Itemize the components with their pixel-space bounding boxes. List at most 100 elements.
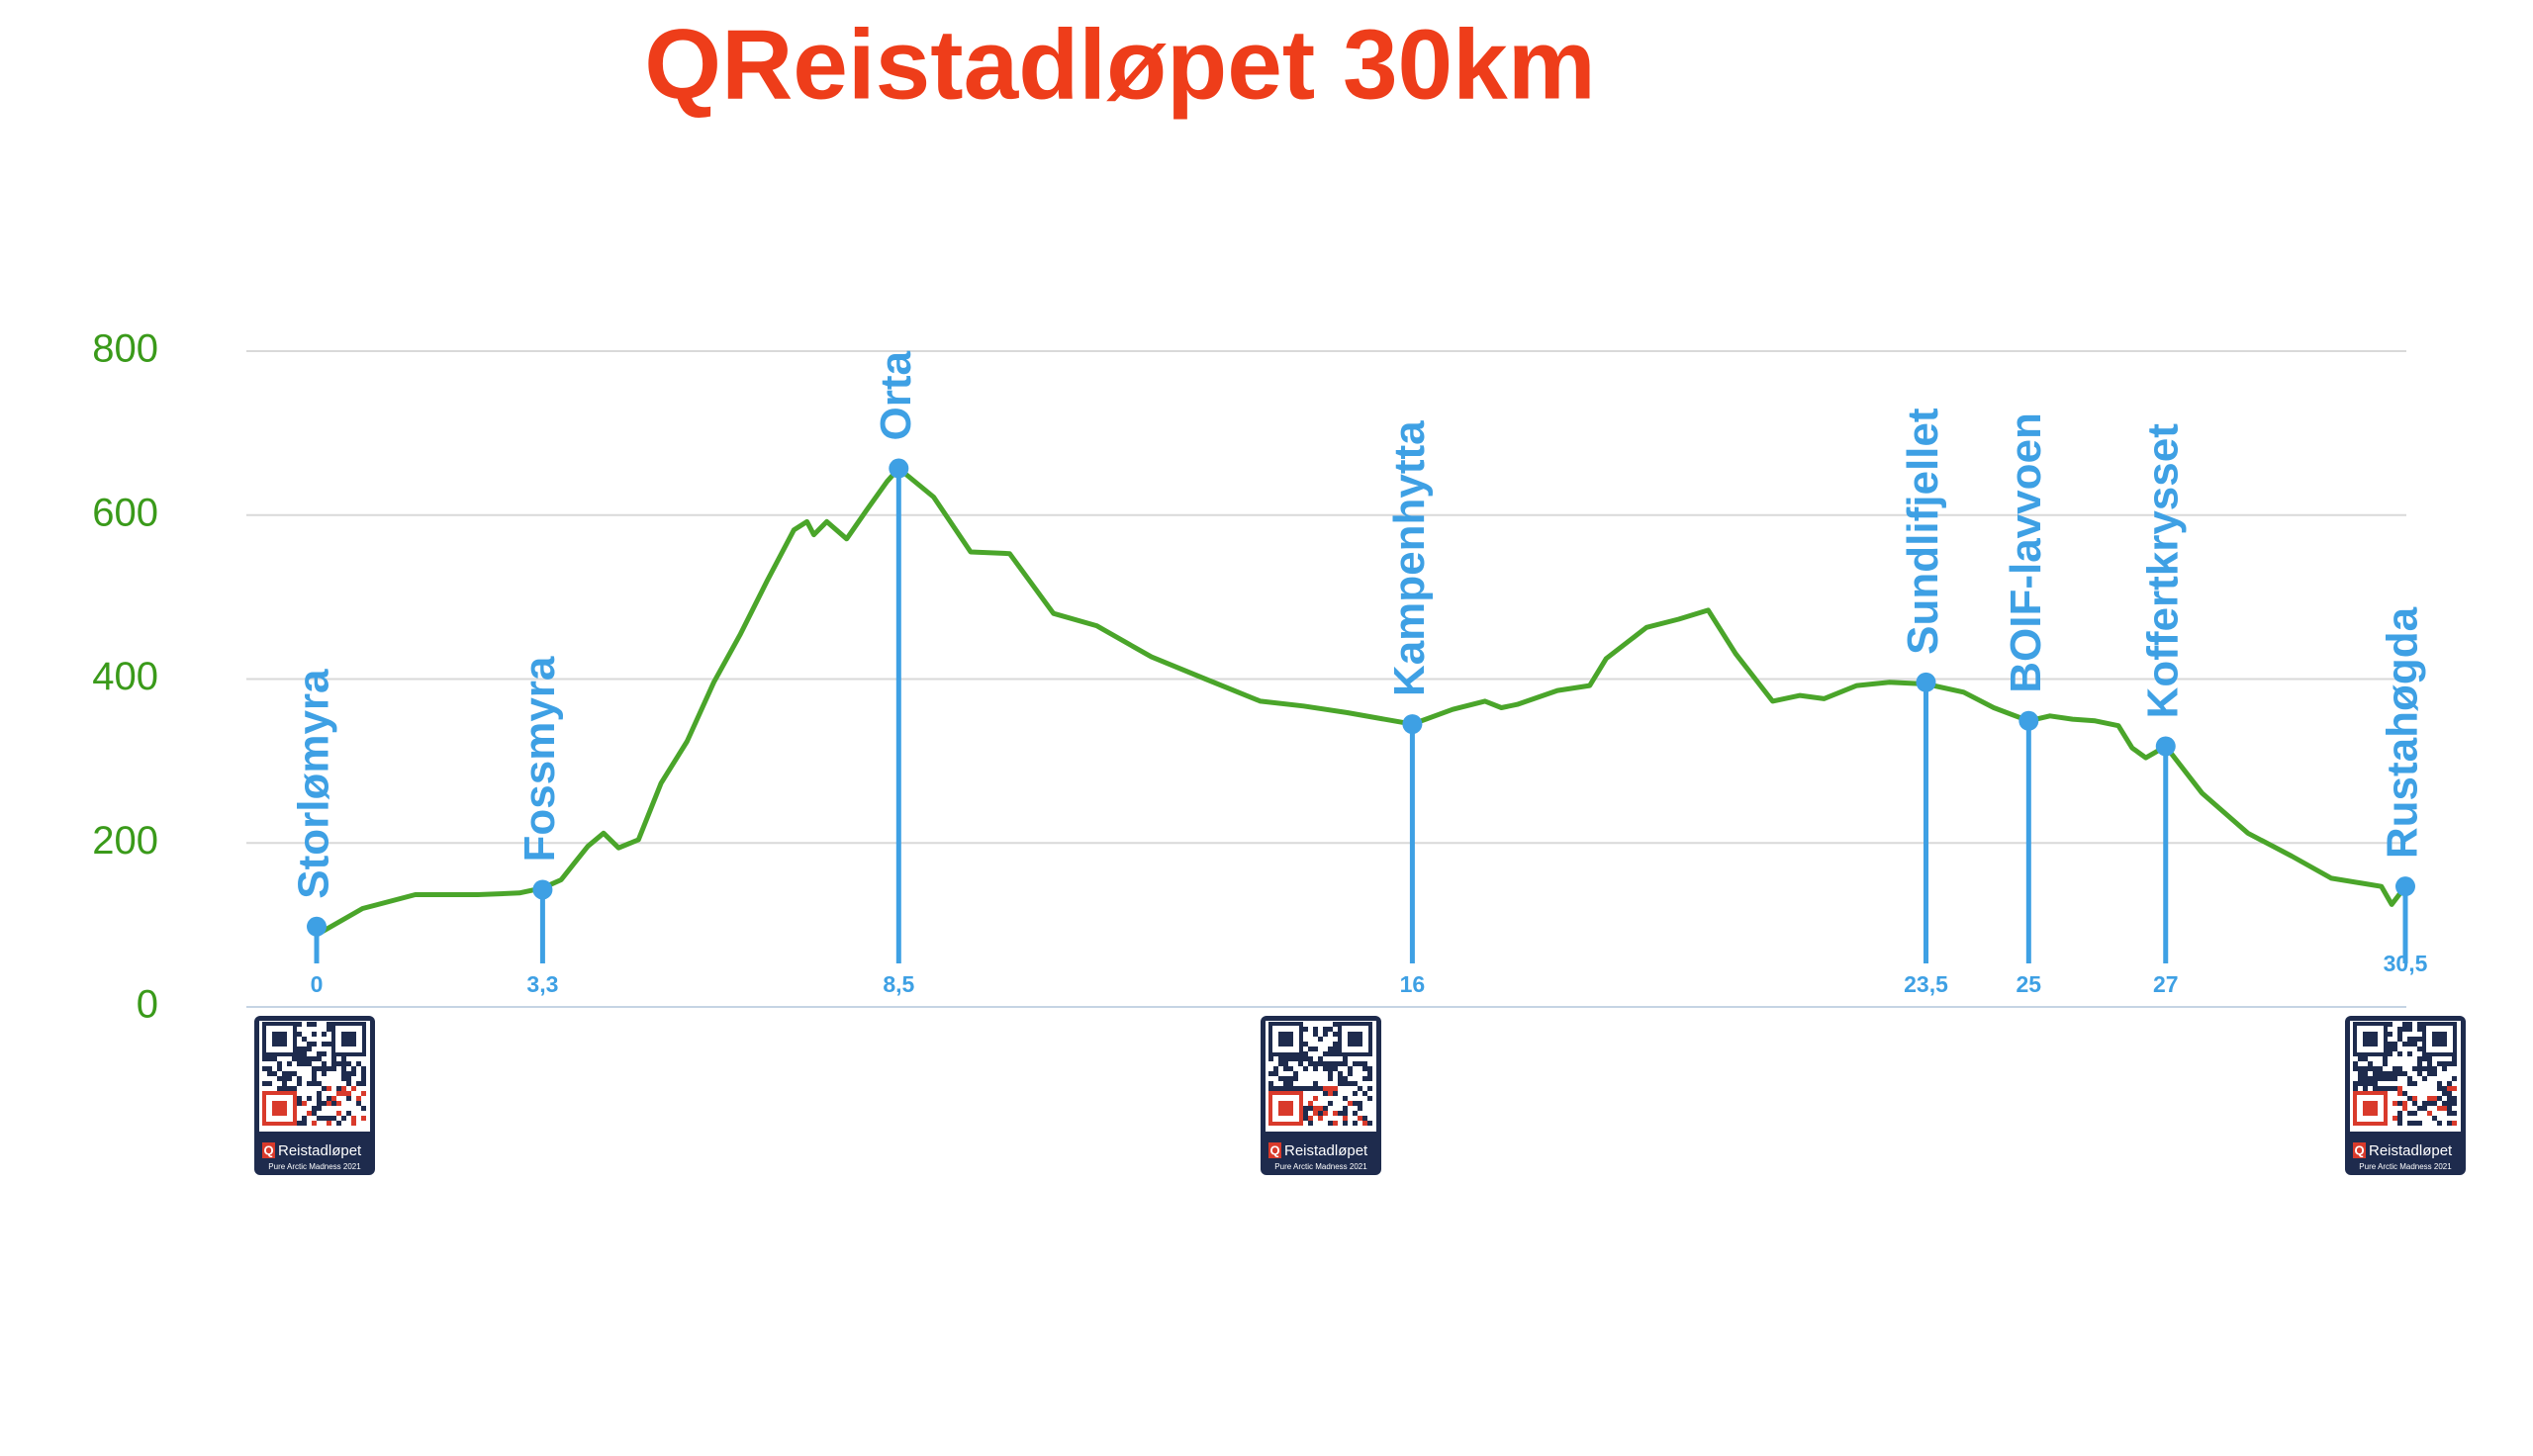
qr-module bbox=[267, 1081, 272, 1086]
qr-module bbox=[2452, 1086, 2457, 1091]
qr-module bbox=[356, 1061, 361, 1066]
qr-module bbox=[346, 1076, 351, 1081]
qr-module bbox=[287, 1071, 292, 1076]
qr-module bbox=[2353, 1061, 2358, 1066]
qr-module bbox=[2358, 1076, 2363, 1081]
qr-module bbox=[2397, 1066, 2402, 1071]
qr-module bbox=[1343, 1081, 1348, 1086]
qr-module bbox=[2358, 1056, 2363, 1061]
qr-finder-core bbox=[1278, 1101, 1293, 1116]
qr-module bbox=[2383, 1071, 2388, 1076]
qr-module bbox=[1273, 1066, 1278, 1071]
qr-module bbox=[1348, 1081, 1353, 1086]
qr-module bbox=[1367, 1066, 1372, 1071]
qr-module bbox=[1328, 1071, 1333, 1076]
qr-module bbox=[1362, 1091, 1367, 1096]
y-tick-label: 0 bbox=[137, 983, 158, 1027]
qr-module bbox=[2378, 1086, 2383, 1091]
qr-module bbox=[331, 1096, 336, 1101]
qr-module bbox=[1323, 1111, 1328, 1116]
qr-module bbox=[2392, 1086, 2397, 1091]
qr-module bbox=[312, 1022, 317, 1027]
qr-module bbox=[2373, 1081, 2378, 1086]
qr-module bbox=[2442, 1086, 2447, 1091]
qr-module bbox=[2378, 1066, 2383, 1071]
qr-module bbox=[322, 1051, 327, 1056]
qr-module bbox=[1333, 1086, 1338, 1091]
qr-module bbox=[341, 1066, 346, 1071]
qr-finder-core bbox=[2432, 1032, 2447, 1046]
qr-module bbox=[2432, 1066, 2437, 1071]
qr-module bbox=[1353, 1081, 1358, 1086]
qr-module bbox=[1338, 1111, 1343, 1116]
qr-module bbox=[1333, 1042, 1338, 1046]
qr-module bbox=[302, 1101, 307, 1106]
qr-module bbox=[1293, 1056, 1298, 1061]
qr-module bbox=[2353, 1081, 2358, 1086]
qr-module bbox=[2392, 1101, 2397, 1106]
badge-title: Reistadløpet bbox=[278, 1142, 362, 1159]
qr-module bbox=[1318, 1061, 1323, 1066]
qr-module bbox=[2417, 1027, 2422, 1032]
qr-module bbox=[1362, 1061, 1367, 1066]
qr-module bbox=[1333, 1091, 1338, 1096]
qr-module bbox=[312, 1121, 317, 1126]
qr-module bbox=[1313, 1111, 1318, 1116]
qr-module bbox=[2452, 1056, 2457, 1061]
qr-module bbox=[317, 1106, 322, 1111]
qr-module bbox=[2407, 1042, 2412, 1046]
qr-module bbox=[327, 1086, 331, 1091]
qr-module bbox=[2417, 1061, 2422, 1066]
qr-module bbox=[1288, 1081, 1293, 1086]
qr-module bbox=[2447, 1061, 2452, 1066]
qr-module bbox=[1343, 1116, 1348, 1121]
qr-module bbox=[287, 1086, 292, 1091]
badge-subtitle: Pure Arctic Madness 2021 bbox=[2359, 1162, 2452, 1171]
qr-module bbox=[1283, 1081, 1288, 1086]
qr-module bbox=[302, 1061, 307, 1066]
qr-module bbox=[2378, 1071, 2383, 1076]
qr-finder bbox=[1268, 1022, 1303, 1056]
qr-module bbox=[2452, 1121, 2457, 1126]
qr-module bbox=[322, 1101, 327, 1106]
qr-module bbox=[1278, 1056, 1283, 1061]
waypoint-marker bbox=[889, 458, 909, 479]
qr-module bbox=[1333, 1051, 1338, 1056]
qr-module bbox=[312, 1111, 317, 1116]
qr-module bbox=[1358, 1116, 1362, 1121]
qr-module bbox=[1333, 1022, 1338, 1027]
qr-module bbox=[361, 1071, 366, 1076]
qr-module bbox=[1278, 1061, 1283, 1066]
qr-module bbox=[327, 1096, 331, 1101]
waypoint-marker bbox=[307, 916, 327, 937]
elevation-line bbox=[315, 466, 2407, 938]
qr-module bbox=[2412, 1066, 2417, 1071]
qr-module bbox=[346, 1081, 351, 1086]
qr-module bbox=[1343, 1111, 1348, 1116]
qr-module bbox=[2452, 1111, 2457, 1116]
qr-module bbox=[1303, 1051, 1308, 1056]
qr-module bbox=[302, 1046, 307, 1051]
qr-module bbox=[272, 1056, 277, 1061]
qr-module bbox=[327, 1121, 331, 1126]
qr-module bbox=[2397, 1101, 2402, 1106]
qr-module bbox=[2452, 1101, 2457, 1106]
qr-finder bbox=[262, 1022, 297, 1056]
qr-module bbox=[1367, 1076, 1372, 1081]
qr-module bbox=[312, 1071, 317, 1076]
qr-finder bbox=[2422, 1022, 2457, 1056]
qr-module bbox=[297, 1121, 302, 1126]
waypoint-km-label: 27 bbox=[2153, 971, 2179, 997]
qr-module bbox=[2397, 1086, 2402, 1091]
waypoint-name: Storlømyra bbox=[290, 669, 338, 899]
qr-module bbox=[336, 1111, 341, 1116]
qr-module bbox=[2412, 1111, 2417, 1116]
qr-module bbox=[2388, 1071, 2392, 1076]
qr-module bbox=[307, 1081, 312, 1086]
qr-module bbox=[331, 1066, 336, 1071]
qr-module bbox=[356, 1101, 361, 1106]
qr-module bbox=[1343, 1076, 1348, 1081]
qr-module bbox=[2392, 1116, 2397, 1121]
waypoint-km-label: 3,3 bbox=[526, 971, 558, 997]
qr-module bbox=[282, 1071, 287, 1076]
